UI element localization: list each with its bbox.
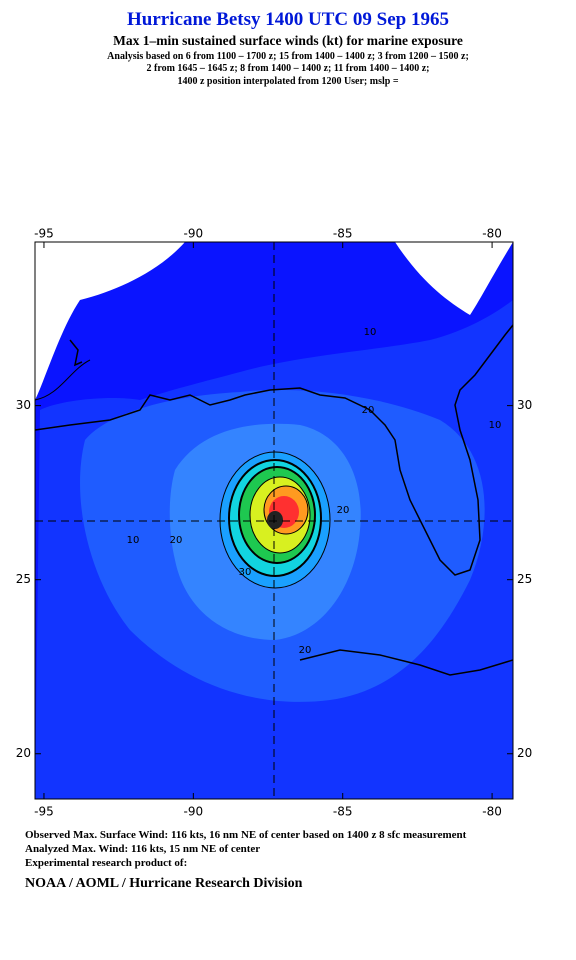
contour-label: 20: [362, 405, 375, 416]
contour: [35, 359, 91, 401]
map-body: [35, 242, 513, 799]
y-tick-label: 25: [517, 572, 532, 586]
coastline: [299, 649, 513, 676]
y-tick-label: 30: [16, 398, 31, 412]
frame: [34, 241, 514, 800]
analysis-line: 2 from 1645 – 1645 z; 8 from 1400 – 1400…: [146, 63, 430, 74]
subtitle: Max 1–min sustained surface winds (kt) f…: [113, 33, 463, 48]
contour-label: 20: [337, 505, 350, 516]
y-tick-label: 20: [16, 746, 31, 760]
contour-label: 10: [489, 420, 502, 431]
x-tick-label: -85: [333, 227, 353, 241]
x-tick-label: -90: [184, 227, 204, 241]
title: Hurricane Betsy 1400 UTC 09 Sep 1965: [127, 9, 449, 30]
x-tick-label: -90: [184, 805, 204, 819]
x-tick-label: -80: [482, 805, 502, 819]
contour-label: 20: [170, 535, 183, 546]
contour-label: 20: [299, 645, 312, 656]
no-data-area: [35, 242, 185, 400]
contour-label: 10: [127, 535, 140, 546]
analysis-line: 1400 z position interpolated from 1200 U…: [177, 76, 399, 87]
coastline: [35, 324, 513, 576]
footer-line: Observed Max. Surface Wind: 116 kts, 16 …: [25, 829, 467, 841]
contour-label: 30: [239, 567, 252, 578]
coastline: [69, 339, 83, 367]
x-tick-label: -80: [482, 227, 502, 241]
x-tick-label: -85: [333, 805, 353, 819]
y-tick-label: 25: [16, 572, 31, 586]
y-tick-label: 20: [517, 746, 532, 760]
x-tick-label: -95: [34, 805, 54, 819]
contour-label: 10: [364, 327, 377, 338]
credit: NOAA / AOML / Hurricane Research Divisio…: [25, 876, 303, 891]
footer-line: Analyzed Max. Wind: 116 kts, 15 nm NE of…: [25, 843, 261, 855]
center: [267, 511, 283, 529]
no-data-area: [395, 242, 513, 315]
y-tick-label: 30: [517, 398, 532, 412]
analysis-line: Analysis based on 6 from 1100 – 1700 z; …: [107, 51, 469, 62]
x-tick-label: -95: [34, 227, 54, 241]
footer-line: Experimental research product of:: [25, 857, 188, 869]
